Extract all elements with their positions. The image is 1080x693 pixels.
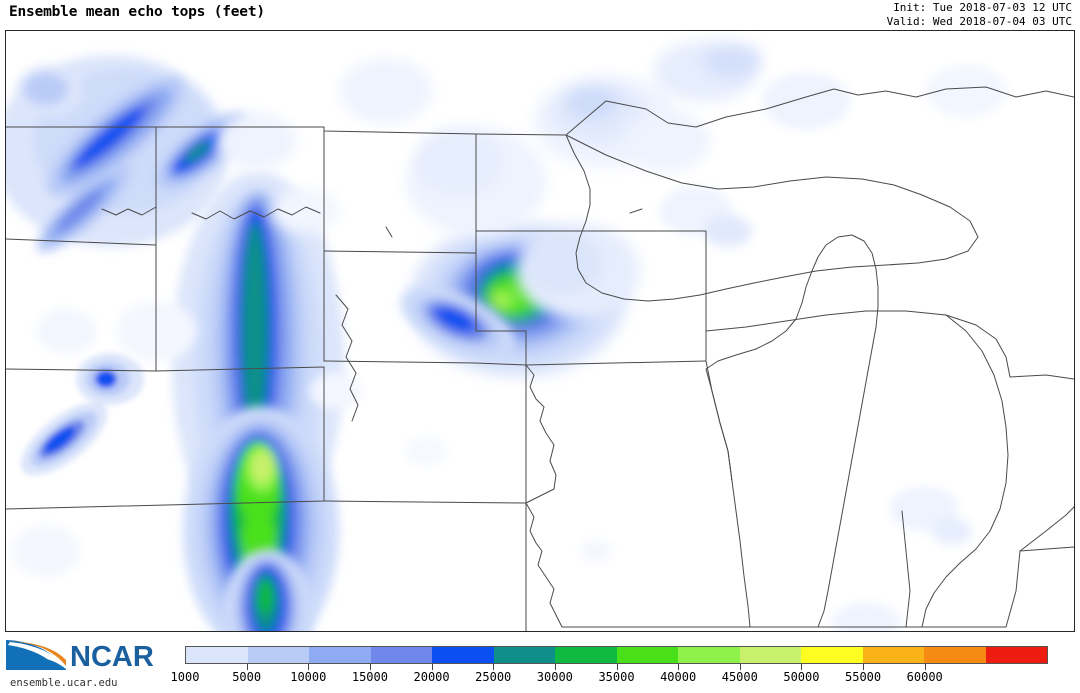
colorbar-tick-label: 60000	[906, 670, 943, 684]
precip-utah-cell	[20, 353, 144, 476]
colorbar-tick	[246, 664, 248, 670]
footer: NCAR ensemble.ucar.edu 1000 5000 10000 1500…	[0, 632, 1080, 693]
colorbar-tick	[369, 664, 371, 670]
colorbar-tick-label: 10000	[290, 670, 327, 684]
colorbar-swatch	[924, 647, 986, 663]
precip-nebraska-arm	[400, 286, 516, 360]
timestamp-block: Init: Tue 2018-07-03 12 UTC Valid: Wed 2…	[887, 1, 1072, 28]
colorbar-tick-label: 1000	[170, 670, 200, 684]
colorbar-tick-label: 15000	[351, 670, 388, 684]
ncar-wordmark: NCAR	[70, 641, 154, 673]
ncar-logo-graphic: NCAR	[6, 640, 154, 673]
precip-nebraska-anvil	[516, 223, 640, 319]
colorbar-swatch	[985, 647, 1047, 663]
colorbar-swatch	[616, 647, 678, 663]
colorbar-swatch	[247, 647, 309, 663]
colorbar-tick	[431, 664, 433, 670]
colorbar-swatch	[678, 647, 740, 663]
colorbar-tick	[308, 664, 310, 670]
page-title: Ensemble mean echo tops (feet)	[9, 4, 265, 20]
colorbar-tick-label: 35000	[598, 670, 635, 684]
colorbar-labels: 1000 5000 10000 15000 20000 25000 30000 35000 40…	[0, 670, 1080, 690]
colorbar-tick	[863, 664, 865, 670]
valid-time: Valid: Wed 2018-07-04 03 UTC	[886, 14, 1072, 28]
colorbar-tick-label: 55000	[845, 670, 882, 684]
echo-tops-map[interactable]	[6, 31, 1074, 631]
colorbar-swatch	[309, 647, 371, 663]
logo-url[interactable]: ensemble.ucar.edu	[10, 677, 118, 689]
colorbar-tick-label: 40000	[660, 670, 697, 684]
precip-colorado-tail	[222, 549, 314, 631]
precip-northern-rockies	[6, 55, 249, 253]
map-panel[interactable]	[5, 30, 1075, 632]
colorbar-swatch	[493, 647, 555, 663]
colorbar-swatch	[555, 647, 617, 663]
colorbar-tick	[739, 664, 741, 670]
colorbar-tick	[554, 664, 556, 670]
colorbar-tick	[924, 664, 926, 670]
colorbar-tick-label: 20000	[413, 670, 450, 684]
ncar-logo[interactable]: NCAR ensemble.ucar.edu	[4, 636, 169, 692]
precip-scattered	[12, 65, 1006, 631]
colorbar-swatch	[801, 647, 863, 663]
colorbar-tick-label: 30000	[536, 670, 573, 684]
colorbar-tick-label: 50000	[783, 670, 820, 684]
colorbar-swatch	[432, 647, 494, 663]
colorbar-swatch	[186, 647, 248, 663]
colorbar-swatch	[370, 647, 432, 663]
colorbar-swatch	[739, 647, 801, 663]
colorbar-tick	[493, 664, 495, 670]
colorbar-tick-label: 5000	[232, 670, 262, 684]
colorbar-tick	[678, 664, 680, 670]
init-time: Init: Tue 2018-07-03 12 UTC	[893, 1, 1072, 14]
state-boundaries	[6, 86, 1074, 631]
colorbar	[185, 646, 1048, 664]
colorbar-tick	[801, 664, 803, 670]
header: Ensemble mean echo tops (feet) Init: Tue…	[0, 0, 1080, 30]
colorbar-tick-label: 25000	[475, 670, 512, 684]
colorbar-tick	[616, 664, 618, 670]
colorbar-swatch	[862, 647, 924, 663]
colorbar-ticks	[185, 664, 1048, 670]
colorbar-tick-label: 45000	[721, 670, 758, 684]
